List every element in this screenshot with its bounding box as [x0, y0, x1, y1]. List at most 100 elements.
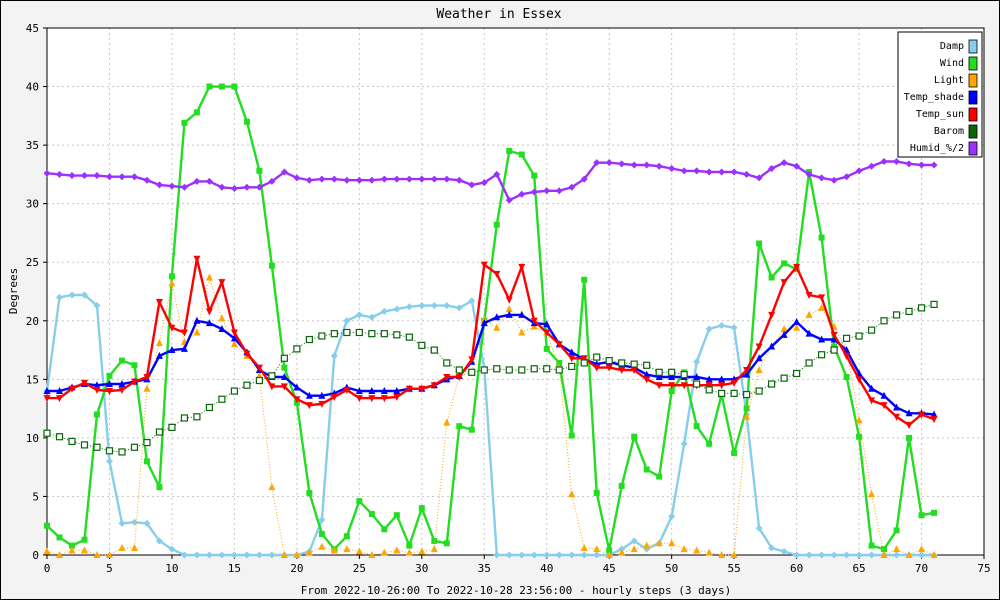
y-tick-label: 30: [26, 198, 39, 211]
data-point-temp-shade: [905, 409, 913, 417]
data-point-light: [480, 315, 488, 323]
data-point-humid-2: [205, 177, 213, 185]
data-point-barom: [305, 335, 313, 344]
data-point-wind: [93, 411, 100, 418]
data-point-temp-shade: [368, 387, 376, 395]
data-point-light: [755, 365, 763, 373]
data-point-light: [130, 543, 138, 551]
data-point-barom: [655, 368, 663, 376]
data-point-wind: [556, 359, 563, 366]
data-point-light: [668, 539, 676, 547]
data-point-wind: [418, 505, 425, 512]
data-point-light: [618, 548, 626, 556]
data-point-damp: [80, 291, 88, 299]
data-point-wind: [406, 542, 413, 549]
data-point-temp-sun: [843, 352, 851, 360]
data-point-temp-sun: [480, 261, 488, 269]
data-point-light: [393, 546, 401, 554]
data-point-light: [430, 545, 438, 553]
data-point-barom: [718, 389, 726, 397]
data-point-temp-sun: [155, 299, 163, 307]
data-point-humid-2: [468, 181, 476, 189]
data-point-light: [855, 416, 863, 424]
data-point-wind: [893, 527, 900, 534]
data-point-damp: [755, 524, 763, 532]
data-point-light: [730, 551, 738, 558]
data-point-light: [655, 539, 663, 547]
data-point-light: [580, 543, 588, 551]
data-point-temp-shade: [893, 403, 901, 411]
data-point-temp-sun: [193, 255, 201, 263]
data-point-damp: [705, 325, 713, 333]
data-point-temp-sun: [355, 395, 363, 403]
data-point-temp-sun: [205, 308, 213, 316]
data-point-temp-sun: [105, 388, 113, 396]
data-point-humid-2: [80, 172, 88, 180]
data-point-damp: [580, 551, 588, 559]
data-point-barom: [905, 307, 913, 316]
x-tick-label: 20: [290, 562, 303, 575]
data-point-light: [193, 328, 201, 336]
data-point-temp-shade: [180, 344, 188, 352]
data-point-barom: [555, 366, 563, 374]
data-point-barom: [180, 414, 189, 422]
data-point-humid-2: [868, 162, 876, 170]
data-point-wind: [818, 234, 825, 241]
data-point-wind: [868, 542, 875, 549]
x-tick-label: 55: [728, 562, 741, 575]
data-point-light: [493, 323, 501, 331]
data-point-humid-2: [243, 183, 251, 191]
data-point-humid-2: [768, 165, 776, 173]
data-point-temp-shade: [768, 342, 776, 350]
data-point-damp: [130, 518, 138, 526]
data-point-temp-sun: [430, 382, 438, 390]
data-point-humid-2: [168, 182, 176, 190]
legend-label-temp-shade: Temp_shade: [904, 92, 964, 103]
data-point-light: [318, 542, 326, 550]
data-point-temp-shade: [655, 372, 663, 380]
data-point-wind: [843, 373, 850, 380]
data-point-temp-sun: [580, 355, 588, 363]
data-point-barom: [318, 332, 326, 340]
data-point-humid-2: [780, 159, 788, 167]
data-point-humid-2: [555, 187, 563, 195]
data-point-wind: [931, 509, 938, 516]
data-point-barom: [817, 351, 826, 359]
data-point-light: [343, 545, 351, 553]
data-point-barom: [780, 374, 788, 382]
data-point-humid-2: [430, 175, 438, 183]
legend-swatch-wind: [968, 56, 978, 71]
data-point-wind: [506, 147, 513, 154]
data-point-damp: [230, 551, 238, 559]
data-point-temp-shade: [818, 335, 826, 343]
legend-label-temp-sun: Temp_sun: [916, 109, 964, 120]
data-point-temp-sun: [918, 411, 926, 419]
data-point-temp-sun: [343, 386, 351, 394]
data-point-humid-2: [505, 196, 513, 204]
data-point-light: [118, 543, 126, 551]
data-point-damp: [518, 551, 526, 559]
data-point-damp: [393, 305, 401, 313]
data-point-light: [418, 547, 426, 555]
data-point-barom: [842, 334, 851, 342]
data-point-barom: [93, 443, 101, 451]
data-point-humid-2: [793, 162, 801, 170]
data-point-humid-2: [730, 168, 738, 176]
data-point-temp-sun: [568, 355, 576, 363]
data-point-light: [805, 310, 813, 318]
data-point-damp: [180, 551, 188, 559]
data-point-wind: [906, 434, 913, 441]
data-point-wind: [881, 546, 888, 553]
data-point-damp: [430, 302, 438, 310]
data-point-temp-sun: [443, 373, 451, 381]
data-point-humid-2: [255, 183, 263, 191]
data-point-humid-2: [218, 183, 226, 191]
data-point-temp-sun: [818, 294, 826, 302]
chart-title: Weather in Essex: [436, 7, 561, 22]
data-point-humid-2: [643, 161, 651, 169]
data-point-light: [155, 339, 163, 347]
data-point-humid-2: [905, 160, 913, 168]
data-point-temp-sun: [768, 311, 776, 319]
data-point-wind: [268, 262, 275, 269]
